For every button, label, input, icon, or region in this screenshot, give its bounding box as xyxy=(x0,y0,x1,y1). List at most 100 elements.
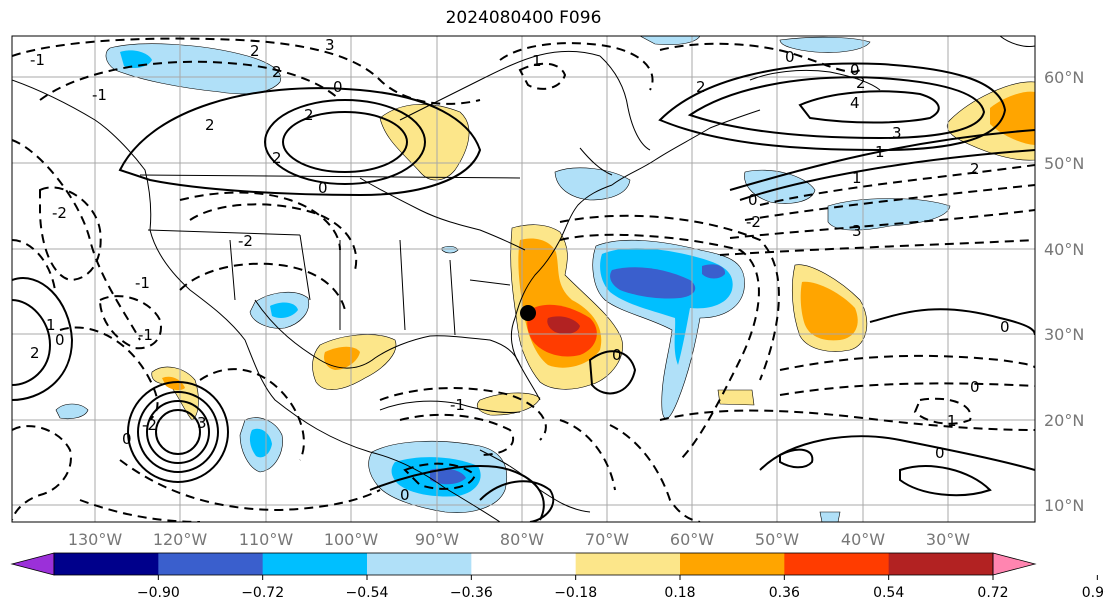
contour-atlantic-high-2 xyxy=(687,76,986,140)
contour-north-dash-4 xyxy=(518,62,567,90)
contour-label: 2 xyxy=(250,42,260,60)
contour-label: 3 xyxy=(852,222,862,240)
contour-jet-dash-3 xyxy=(729,209,1035,239)
lon-label: 30°W xyxy=(926,530,970,549)
latitude-labels: 60°N 50°N 40°N 30°N 20°N 10°N xyxy=(1044,68,1084,515)
contour-gulf-dash-4 xyxy=(609,424,701,522)
contour-label: 0 xyxy=(333,78,343,96)
contour-atlantic-high-1 xyxy=(658,62,1007,152)
contour-label: 3 xyxy=(892,124,902,142)
colorbar-tick-label: 0.72 xyxy=(977,585,1008,601)
cold-anomaly-greenland xyxy=(779,36,871,53)
cold-anomaly-south-edge xyxy=(819,511,841,522)
contour-label: 0 xyxy=(55,331,65,349)
lat-label: 10°N xyxy=(1044,496,1084,515)
contour-pacific-west-2 xyxy=(12,299,52,386)
contour-label: 0 xyxy=(748,191,758,209)
cold-anomaly-far-pacific xyxy=(55,403,89,420)
contour-label: 2 xyxy=(856,74,866,92)
colorbar-segment xyxy=(262,553,368,575)
contour-label: 0 xyxy=(400,486,410,504)
map-area: 2 3 2 -1 0 2 -1 2 0 -2 -2 2 -1 0 1 -1 -2… xyxy=(12,36,1035,522)
cold-anomaly-atlantic-north2 xyxy=(827,198,951,231)
contour-label: 0 xyxy=(935,444,945,462)
colorbar-tick-label: −0.36 xyxy=(450,585,493,601)
contour-label: 0 xyxy=(785,48,795,66)
contour-label: 1 xyxy=(46,316,56,334)
lon-label: 40°W xyxy=(841,530,885,549)
lon-label: 100°W xyxy=(324,530,379,549)
contour-labels: 2 3 2 -1 0 2 -1 2 0 -2 -2 2 -1 0 1 -1 -2… xyxy=(30,36,1010,504)
lon-label: 130°W xyxy=(68,530,123,549)
contour-jet-solid xyxy=(739,149,1035,201)
contour-label: 2 xyxy=(30,344,40,362)
contours xyxy=(12,37,1035,522)
colorbar-tick-label: −0.54 xyxy=(346,585,389,601)
cold-anomaly-atlantic-core2 xyxy=(702,264,726,279)
contour-label: 2 xyxy=(696,78,706,96)
cold-anomaly-atlantic-north xyxy=(744,169,816,204)
contour-canada-high xyxy=(264,99,426,185)
colorbar-tick-label: −0.90 xyxy=(137,585,180,601)
contour-label: 0 xyxy=(318,179,328,197)
contour-west-dash-1 xyxy=(12,139,141,341)
contour-east-solid xyxy=(869,308,1035,336)
contour-atlantic-dash-5 xyxy=(913,397,972,425)
contour-label: -1 xyxy=(450,396,465,414)
cold-anomaly-labrador xyxy=(554,167,631,201)
contour-label: 0 xyxy=(1000,318,1010,336)
colorbar-segment xyxy=(784,553,890,575)
lon-label: 80°W xyxy=(500,530,544,549)
contour-north-dash-2 xyxy=(39,60,341,101)
contour-west-dash-6 xyxy=(12,425,72,521)
map-frame xyxy=(11,35,1036,523)
lon-label: 120°W xyxy=(153,530,208,549)
lat-label: 20°N xyxy=(1044,411,1084,430)
cold-anomaly-atlantic-core xyxy=(610,267,696,299)
colorbar-tick-label: 0.90 xyxy=(1082,585,1105,601)
colorbar-tick-label: 0.54 xyxy=(873,585,904,601)
colorbar-segment xyxy=(575,553,681,575)
contour-label: -2 xyxy=(746,213,761,231)
anomaly-shading xyxy=(55,36,1035,522)
lon-label: 70°W xyxy=(585,530,629,549)
contour-label: 2 xyxy=(970,160,980,178)
contour-label: -2 xyxy=(142,416,157,434)
contour-label: -1 xyxy=(135,274,150,292)
cold-anomaly-lake xyxy=(441,245,459,254)
contour-atlantic-high-3 xyxy=(798,90,940,124)
contour-label: 2 xyxy=(272,149,282,167)
colorbar-min-extend xyxy=(10,552,55,576)
contour-central-am-solid xyxy=(369,465,545,521)
colorbar-tick-label: −0.18 xyxy=(554,585,597,601)
contour-label: 2 xyxy=(272,63,282,81)
colorbar-segment xyxy=(158,553,264,575)
contour-east-solid-2 xyxy=(759,435,1035,471)
contour-west-dash-7 xyxy=(119,459,381,512)
contour-label: 0 xyxy=(612,346,622,364)
contour-east-solid-3 xyxy=(779,448,814,469)
contour-west-dash-2 xyxy=(39,186,102,282)
contour-label: -1 xyxy=(138,326,153,344)
colorbar-max-extend xyxy=(992,552,1037,576)
lon-label: 60°W xyxy=(670,530,714,549)
contour-jet-dash-1 xyxy=(759,164,1035,206)
lon-label: 90°W xyxy=(415,530,459,549)
warm-anomaly-gulf xyxy=(312,334,397,390)
colorbar: −0.90 −0.72 −0.54 −0.36 −0.18 0.18 0.36 0.54 0.7… xyxy=(10,552,1105,601)
contour-gulf-dash-1 xyxy=(379,387,547,441)
contour-gulf-dash-2 xyxy=(399,413,515,456)
contour-label: 0 xyxy=(122,430,132,448)
lat-label: 60°N xyxy=(1044,68,1084,87)
contour-west-dash-3 xyxy=(12,239,56,291)
contour-canada-high-2 xyxy=(282,111,408,173)
contour-jet-dash-2 xyxy=(744,184,1035,221)
contour-label: 4 xyxy=(850,94,860,112)
contour-label: -2 xyxy=(52,204,67,222)
contour-north-dash-1 xyxy=(12,37,481,105)
contour-label: 3 xyxy=(197,414,207,432)
contour-pacific-west xyxy=(12,277,74,401)
colorbar-tick-label: 0.36 xyxy=(769,585,800,601)
contour-north-dash-5 xyxy=(659,42,861,73)
